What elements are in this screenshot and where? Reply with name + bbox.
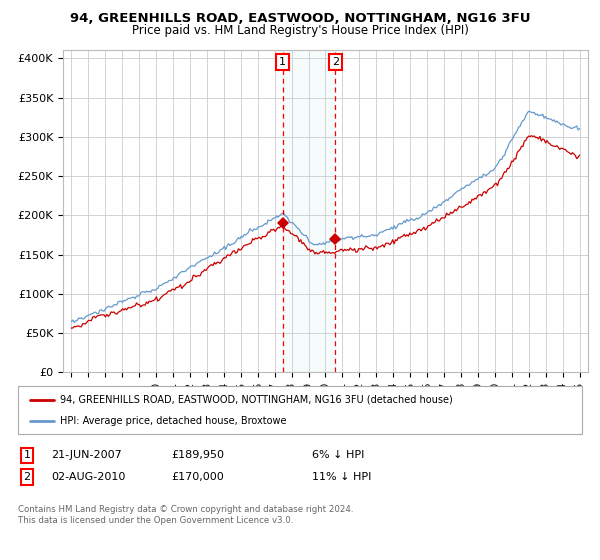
Text: 6% ↓ HPI: 6% ↓ HPI (312, 450, 364, 460)
Text: 02-AUG-2010: 02-AUG-2010 (51, 472, 125, 482)
Text: Price paid vs. HM Land Registry's House Price Index (HPI): Price paid vs. HM Land Registry's House … (131, 24, 469, 36)
Text: 1: 1 (23, 450, 31, 460)
Text: Contains HM Land Registry data © Crown copyright and database right 2024.
This d: Contains HM Land Registry data © Crown c… (18, 505, 353, 525)
Text: 2: 2 (332, 57, 339, 67)
Text: 11% ↓ HPI: 11% ↓ HPI (312, 472, 371, 482)
Bar (283, 50, 335, 372)
Text: HPI: Average price, detached house, Broxtowe: HPI: Average price, detached house, Brox… (60, 416, 287, 426)
Text: £170,000: £170,000 (171, 472, 224, 482)
Text: 2: 2 (23, 472, 31, 482)
Text: £189,950: £189,950 (171, 450, 224, 460)
Text: 21-JUN-2007: 21-JUN-2007 (51, 450, 122, 460)
Text: 94, GREENHILLS ROAD, EASTWOOD, NOTTINGHAM, NG16 3FU (detached house): 94, GREENHILLS ROAD, EASTWOOD, NOTTINGHA… (60, 395, 453, 405)
Text: 1: 1 (279, 57, 286, 67)
Text: 94, GREENHILLS ROAD, EASTWOOD, NOTTINGHAM, NG16 3FU: 94, GREENHILLS ROAD, EASTWOOD, NOTTINGHA… (70, 12, 530, 25)
